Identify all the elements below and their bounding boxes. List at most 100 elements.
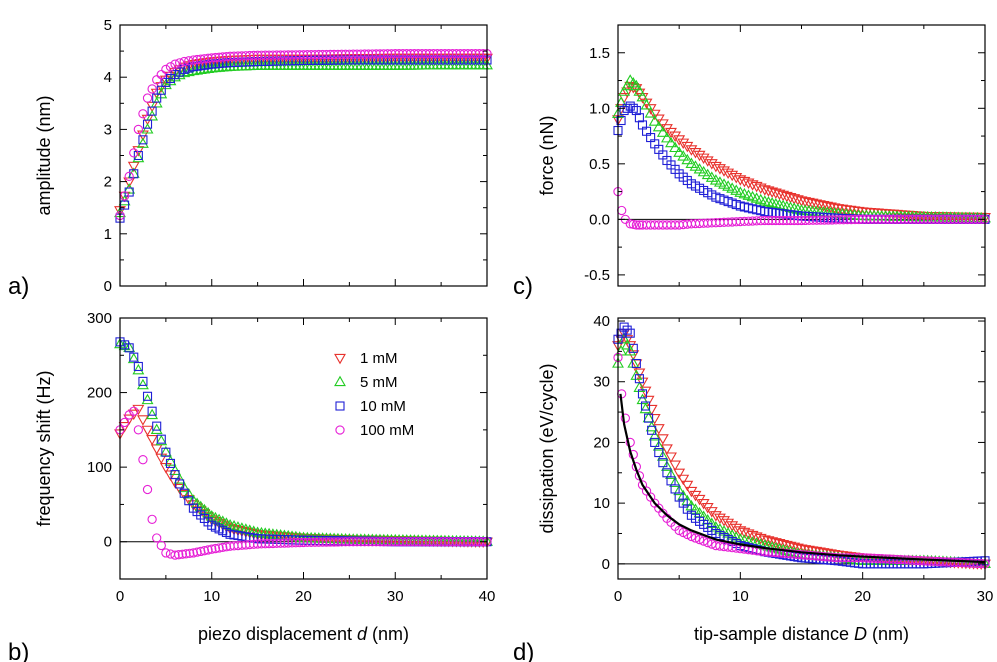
fit-curve <box>619 393 986 564</box>
x-axis-label: piezo displacement d (nm) <box>198 624 409 644</box>
data-point <box>188 548 199 558</box>
data-point <box>207 544 217 554</box>
data-point <box>138 109 148 119</box>
panel-label: c) <box>513 273 533 300</box>
data-point <box>742 529 755 540</box>
data-point <box>348 49 358 59</box>
data-point <box>298 50 309 60</box>
data-point <box>778 215 788 226</box>
data-point <box>968 214 979 225</box>
data-point <box>648 115 661 126</box>
data-point <box>203 53 213 63</box>
data-point <box>356 537 366 547</box>
y-tick-label: 30 <box>593 374 610 391</box>
data-point <box>826 552 836 562</box>
data-point <box>386 49 397 59</box>
data-point <box>616 115 626 126</box>
data-point <box>705 171 718 182</box>
data-point <box>367 537 377 547</box>
data-point <box>763 215 774 226</box>
data-point <box>428 537 439 547</box>
data-point <box>141 393 154 405</box>
data-point <box>132 151 145 163</box>
data-point <box>804 215 814 225</box>
data-point <box>147 406 157 416</box>
data-point <box>785 215 796 226</box>
data-point <box>616 328 626 338</box>
data-point <box>360 49 370 59</box>
data-point <box>819 215 830 225</box>
data-point <box>799 545 812 556</box>
data-point <box>196 54 206 64</box>
data-point <box>371 537 381 547</box>
data-point <box>685 145 698 156</box>
data-point <box>636 393 649 405</box>
data-point <box>762 186 775 197</box>
y-axis-label: amplitude (nm) <box>34 95 54 215</box>
data-point <box>337 49 347 59</box>
data-point <box>467 49 477 59</box>
y-tick-label: 20 <box>593 434 610 451</box>
data-point <box>637 389 648 399</box>
x-tick-label: 30 <box>977 588 994 605</box>
data-point <box>329 537 339 547</box>
data-point <box>123 414 136 425</box>
data-point <box>146 435 159 446</box>
data-point <box>818 551 829 562</box>
data-point <box>780 191 793 203</box>
data-point <box>451 537 462 547</box>
data-point <box>147 84 157 94</box>
data-point <box>681 141 694 153</box>
data-point <box>750 532 763 543</box>
data-point <box>934 214 944 225</box>
data-point <box>796 550 807 560</box>
data-point <box>673 484 686 496</box>
data-point <box>625 328 635 338</box>
data-point <box>152 421 162 431</box>
data-point <box>129 406 139 416</box>
data-point <box>306 537 316 547</box>
data-point <box>831 215 841 225</box>
data-point <box>685 157 698 168</box>
data-point <box>742 178 755 190</box>
data-point <box>807 550 818 561</box>
data-point <box>812 215 822 225</box>
data-point <box>352 537 362 547</box>
data-point <box>136 137 149 148</box>
data-point <box>622 325 632 335</box>
y-tick-label: -0.5 <box>584 267 610 284</box>
data-point <box>636 90 649 102</box>
data-point <box>877 214 887 225</box>
data-point <box>815 551 825 561</box>
data-point <box>170 70 180 80</box>
data-point <box>161 548 171 558</box>
data-point <box>865 214 875 225</box>
data-point <box>325 537 335 547</box>
data-point <box>760 215 770 226</box>
data-point <box>896 214 906 225</box>
data-point <box>156 69 166 80</box>
y-tick-label: 0.5 <box>589 156 610 173</box>
data-point <box>152 93 162 103</box>
data-point <box>272 50 282 60</box>
panel-d-dissipation: 0 10 20 30 0 10 20 30 40 dissipation (eV/cycle) ti… <box>513 313 993 662</box>
data-point <box>634 374 644 384</box>
data-point <box>155 434 168 446</box>
data-point <box>207 53 217 63</box>
data-point <box>375 49 385 59</box>
x-tick-label: 10 <box>203 588 220 605</box>
data-point <box>628 343 638 353</box>
data-point <box>165 458 176 468</box>
data-point <box>915 214 925 225</box>
data-point <box>861 214 872 225</box>
data-point <box>314 537 324 547</box>
data-point <box>170 59 180 69</box>
data-point <box>409 49 420 59</box>
data-point <box>182 488 195 499</box>
series-5-mm <box>114 337 493 546</box>
data-point <box>379 537 389 547</box>
data-point <box>795 544 808 555</box>
y-tick-label: 2 <box>104 174 112 191</box>
data-point <box>127 352 140 364</box>
data-point <box>669 476 682 488</box>
